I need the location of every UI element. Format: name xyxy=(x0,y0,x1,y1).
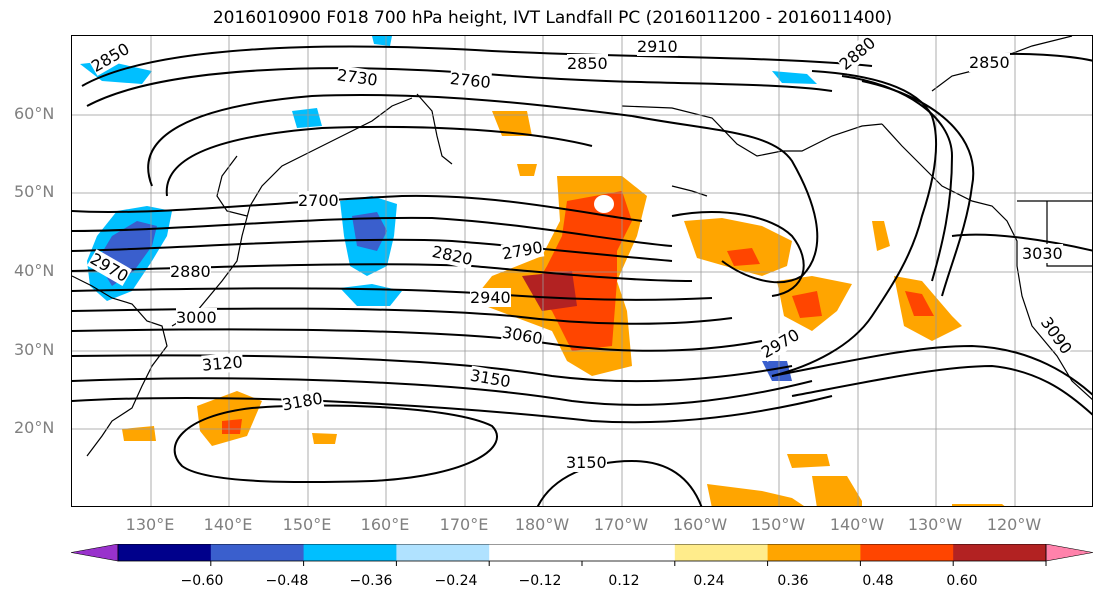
contour-label: 3000 xyxy=(176,308,217,327)
contour-label: 3030 xyxy=(1022,244,1063,263)
lon-label: 170°W xyxy=(593,515,649,534)
contour-label: 2880 xyxy=(170,262,211,281)
colorbar-cell xyxy=(767,544,861,561)
contour-label: 2850 xyxy=(567,54,608,73)
colorbar-tick-label: 0.48 xyxy=(862,573,894,589)
colorbar-extend-low xyxy=(71,544,119,562)
contour-label: 2910 xyxy=(637,37,678,56)
colorbar-cell xyxy=(953,544,1047,561)
colorbar-tick-label: 0.60 xyxy=(946,573,978,589)
positive-ivt-shading xyxy=(122,111,1005,506)
map-title: 2016010900 F018 700 hPa height, IVT Land… xyxy=(212,8,893,28)
map-canvas xyxy=(72,36,1092,506)
lat-label-60n: 60°N xyxy=(14,104,55,123)
map-panel: 2850 2910 2850 2880 2850 2730 2760 2700 … xyxy=(71,35,1093,507)
contour-label: 2760 xyxy=(449,68,492,93)
colorbar-cell xyxy=(582,544,676,561)
colorbar-tick-label: 0.24 xyxy=(693,573,725,589)
lat-label-40n: 40°N xyxy=(14,261,55,280)
lat-label-50n: 50°N xyxy=(14,182,55,201)
contour-label: 2700 xyxy=(298,191,339,210)
colorbar-tick-label: −0.24 xyxy=(434,573,478,589)
lon-label: 120°W xyxy=(986,515,1042,534)
contour-label: 2850 xyxy=(969,53,1010,72)
colorbar-cell xyxy=(860,544,954,561)
lon-label: 150°W xyxy=(750,515,806,534)
colorbar-extend-high xyxy=(1045,544,1093,562)
colorbar-cell xyxy=(118,544,212,561)
colorbar-tick-label: −0.36 xyxy=(349,573,393,589)
colorbar-tick-label: −0.60 xyxy=(180,573,224,589)
colorbar-cell xyxy=(489,544,583,561)
lon-label: 130°W xyxy=(907,515,963,534)
colorbar-cell xyxy=(303,544,397,561)
lon-label: 160°W xyxy=(672,515,728,534)
lon-label: 140°W xyxy=(829,515,885,534)
colorbar xyxy=(71,544,1093,566)
colorbar-tick-label: 0.36 xyxy=(777,573,809,589)
lon-label: 150°E xyxy=(282,515,332,534)
contour-label: 3120 xyxy=(201,352,244,375)
lat-label-20n: 20°N xyxy=(14,418,55,437)
lon-label: 140°E xyxy=(203,515,253,534)
lon-label: 130°E xyxy=(125,515,175,534)
colorbar-cell xyxy=(396,544,490,561)
lat-label-30n: 30°N xyxy=(14,340,55,359)
colorbar-cell xyxy=(210,544,305,561)
colorbar-cell xyxy=(674,544,769,561)
contour-label: 3150 xyxy=(566,453,607,472)
colorbar-tick-label: −0.12 xyxy=(518,573,562,589)
lon-label: 180°W xyxy=(514,515,570,534)
lon-label: 170°E xyxy=(439,515,489,534)
lon-label: 160°E xyxy=(360,515,410,534)
colorbar-tick-label: 0.12 xyxy=(608,573,640,589)
colorbar-tick-label: −0.48 xyxy=(265,573,309,589)
contour-label: 2940 xyxy=(470,288,511,307)
